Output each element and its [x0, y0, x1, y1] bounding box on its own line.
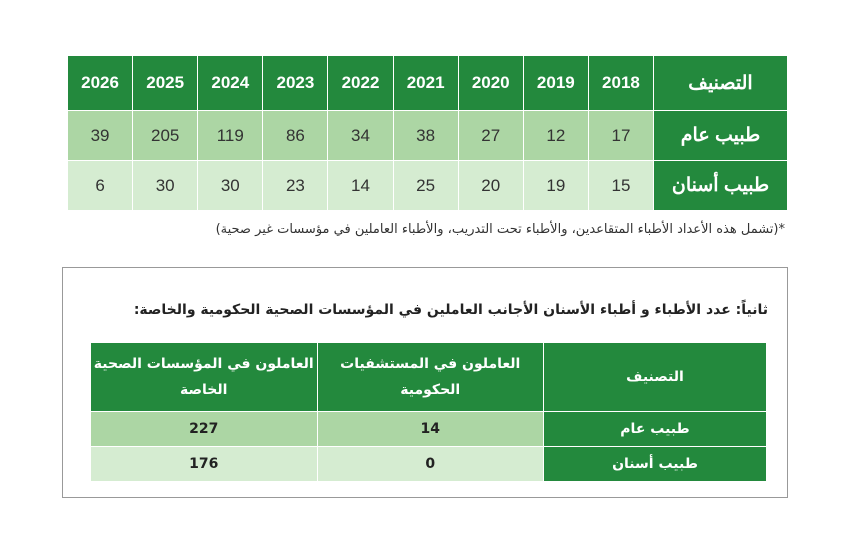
table-cell: 14: [327, 160, 394, 211]
year-header: 2023: [262, 55, 329, 111]
table-row: طبيب أسنان 15 19 20 25 14 23 30 30 6: [66, 160, 788, 211]
header-government: العاملون في المستشفيات الحكومية: [316, 342, 544, 412]
year-header: 2026: [66, 55, 134, 111]
table-cell: 86: [262, 110, 329, 161]
table-cell: 39: [66, 110, 134, 161]
table-row: طبيب عام 17 12 27 38 34 86 119 205 39: [66, 110, 788, 161]
table-cell: 30: [197, 160, 264, 211]
table-cell: 34: [327, 110, 394, 161]
table-footnote: *(تشمل هذه الأعداد الأطباء المتقاعدين، و…: [215, 222, 785, 237]
table-cell: 20: [457, 160, 524, 211]
table-cell: 119: [197, 110, 264, 161]
table-cell: 38: [392, 110, 459, 161]
foreign-doctors-table: التصنيف العاملون في المستشفيات الحكومية …: [90, 342, 767, 482]
table-cell: 17: [587, 110, 655, 161]
table-cell: 14: [316, 411, 544, 447]
row-label: طبيب أسنان: [543, 446, 767, 482]
table-cell: 30: [132, 160, 199, 211]
section2-title: ثانياً: عدد الأطباء و أطباء الأسنان الأج…: [133, 302, 768, 318]
table-cell: 23: [262, 160, 329, 211]
year-header: 2025: [132, 55, 199, 111]
table-cell: 227: [90, 411, 318, 447]
table-cell: 19: [522, 160, 589, 211]
table-cell: 12: [522, 110, 589, 161]
row-label: طبيب عام: [543, 411, 767, 447]
header-classification: التصنيف: [543, 342, 767, 412]
table-cell: 6: [66, 160, 134, 211]
table-header-row: التصنيف 2018 2019 2020 2021 2022 2023 20…: [66, 55, 788, 111]
row-label: طبيب عام: [653, 110, 788, 161]
year-header: 2024: [197, 55, 264, 111]
header-classification: التصنيف: [653, 55, 788, 111]
row-label: طبيب أسنان: [653, 160, 788, 211]
year-header: 2021: [392, 55, 459, 111]
doctors-by-year-table: التصنيف 2018 2019 2020 2021 2022 2023 20…: [66, 55, 788, 211]
table-cell: 205: [132, 110, 199, 161]
year-header: 2019: [522, 55, 589, 111]
section2-box: [62, 267, 788, 498]
table-cell: 25: [392, 160, 459, 211]
table-cell: 176: [90, 446, 318, 482]
year-header: 2018: [587, 55, 655, 111]
table-header-row: التصنيف العاملون في المستشفيات الحكومية …: [90, 342, 767, 412]
year-header: 2022: [327, 55, 394, 111]
table-row: طبيب عام 14 227: [90, 411, 767, 447]
header-private: العاملون في المؤسسات الصحية الخاصة: [90, 342, 318, 412]
table-cell: 0: [316, 446, 544, 482]
table-cell: 27: [457, 110, 524, 161]
table-cell: 15: [587, 160, 655, 211]
table-row: طبيب أسنان 0 176: [90, 446, 767, 482]
year-header: 2020: [457, 55, 524, 111]
